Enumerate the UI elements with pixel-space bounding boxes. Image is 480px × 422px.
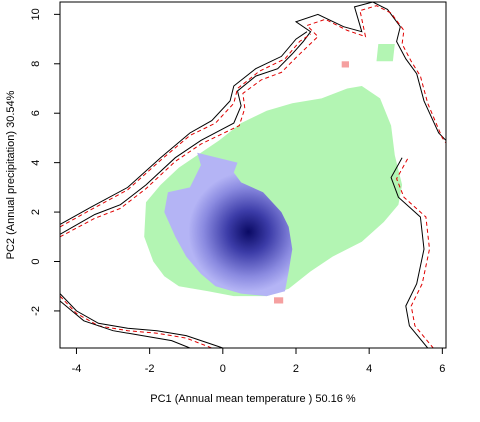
right-contour [396,158,434,348]
x-tick-label: 6 [439,363,445,375]
blue-range [164,152,293,297]
x-axis: -4 -2 0 2 4 6 [72,348,445,375]
y-tick-label: 10 [30,8,42,20]
y-axis: -2 0 2 4 6 8 10 [30,8,60,316]
x-axis-title: PC1 (Annual mean temperature ) 50.16 % [150,393,356,405]
y-tick-label: 0 [30,258,42,264]
lower-contour [60,295,212,348]
x-tick-label: 4 [366,363,372,375]
plot-frame [59,1,447,349]
inner-contour [60,31,308,225]
red-patch [341,61,349,68]
y-tick-label: 2 [30,209,42,215]
lower-contour [60,300,191,348]
y-tick-label: -2 [30,306,42,316]
x-tick-label: -4 [72,363,82,375]
y-tick-label: 6 [30,110,42,116]
right-contour [390,157,429,348]
inner-contour [60,33,311,228]
y-axis-title: PC2 (Annual precipitation) 30.54% [5,90,17,259]
outer-contour [60,2,446,235]
x-tick-label: -2 [145,363,155,375]
red-patch [274,297,284,304]
plot-area [60,2,446,348]
x-tick-label: 0 [220,363,226,375]
lower-contour [60,293,223,348]
x-tick-label: 2 [293,363,299,375]
green-patch [376,44,395,62]
y-tick-label: 8 [30,61,42,67]
y-tick-label: 4 [30,160,42,166]
outer-contour [60,5,446,238]
